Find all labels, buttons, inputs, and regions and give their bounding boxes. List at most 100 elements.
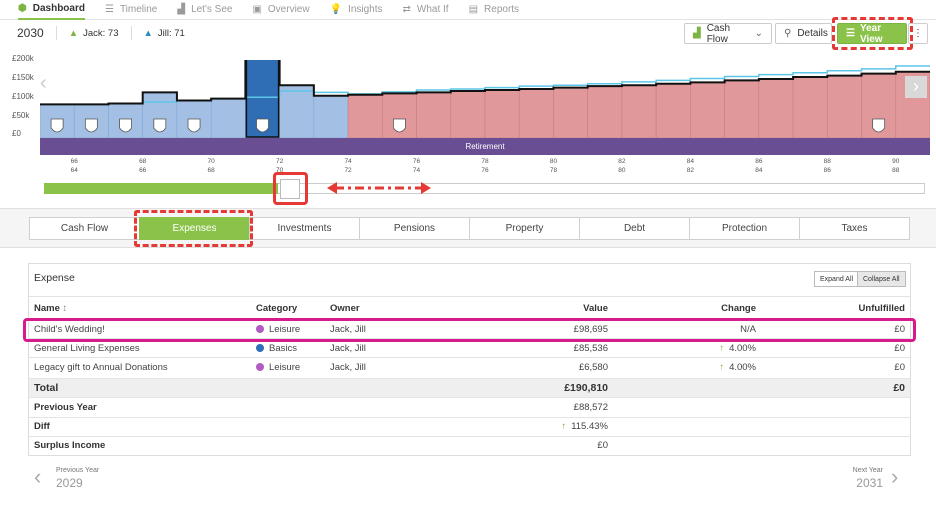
nav-item-reports[interactable]: ▤ Reports	[469, 0, 519, 20]
more-options-button[interactable]: ⋮	[908, 23, 928, 44]
col-name[interactable]: Name ↕	[34, 303, 67, 314]
tab-cash-flow[interactable]: Cash Flow	[29, 217, 140, 240]
row-change: ↑ 4.00%	[656, 362, 756, 373]
col-change: Change	[721, 303, 756, 314]
summary-value-text: £0	[597, 440, 608, 451]
row-name[interactable]: Legacy gift to Annual Donations	[34, 362, 168, 373]
nav-item-label: Dashboard	[32, 3, 85, 14]
shield-icon[interactable]	[119, 118, 132, 133]
y-tick: £50k	[12, 111, 30, 120]
search-icon: ⚲	[784, 28, 792, 39]
age-label-jack: 80	[549, 158, 558, 165]
chart-bar[interactable]	[758, 78, 794, 138]
age-label-jack: 88	[823, 158, 831, 165]
chart-bar[interactable]	[313, 95, 349, 138]
chart-bar[interactable]	[518, 88, 554, 138]
chart-bar[interactable]	[347, 94, 383, 138]
shield-icon[interactable]	[393, 118, 406, 133]
summary-value-text: 115.43%	[571, 421, 608, 432]
expand-all-button[interactable]: Expand All	[814, 271, 860, 287]
current-year: 2030	[17, 26, 44, 40]
row-category-label: Basics	[269, 343, 297, 354]
nav-item-let-s-see[interactable]: ▟ Let's See	[177, 0, 232, 20]
age-label-jack: 86	[755, 158, 763, 165]
chart-prev-arrow[interactable]: ‹	[40, 72, 47, 94]
row-category-label: Leisure	[269, 362, 301, 373]
age-label-jack: 66	[70, 158, 78, 165]
tab-property[interactable]: Property	[469, 217, 580, 240]
total-unfulfilled: £0	[893, 382, 905, 394]
year-view-button[interactable]: ☰ Year View	[837, 23, 907, 45]
tab-protection[interactable]: Protection	[689, 217, 800, 240]
chart-bar[interactable]	[621, 84, 657, 138]
nav-item-overview[interactable]: ▣ Overview	[252, 0, 309, 20]
chart-bar[interactable]	[484, 89, 520, 138]
age-label-jack: 84	[686, 158, 694, 165]
nav-item-dashboard[interactable]: ⬢ Dashboard	[18, 0, 85, 20]
person-jill-label: Jill: 71	[157, 27, 185, 39]
chevron-left-icon[interactable]: ‹	[34, 464, 42, 489]
chart-bar[interactable]	[210, 98, 246, 138]
shield-icon[interactable]	[153, 118, 167, 133]
chart-bar[interactable]	[724, 80, 760, 138]
nav-item-insights[interactable]: 💡 Insights	[330, 0, 383, 20]
chart-bar[interactable]	[553, 87, 588, 138]
next-year-label: Next Year	[852, 467, 883, 474]
cashflow-chart[interactable]	[40, 60, 930, 138]
chart-bar[interactable]	[827, 75, 862, 138]
chart-next-arrow[interactable]: ›	[905, 76, 927, 98]
row-change: ↑ 4.00%	[656, 343, 756, 354]
view-select[interactable]: ▟ Cash Flow ⌄	[684, 23, 772, 45]
age-label-jack: 78	[481, 158, 489, 165]
shield-icon[interactable]	[84, 118, 98, 133]
age-label-jill: 64	[70, 167, 78, 174]
shield-icon[interactable]	[256, 118, 269, 133]
shield-icon[interactable]	[187, 118, 201, 133]
chart-bar[interactable]	[690, 82, 725, 138]
chart-bar[interactable]	[587, 85, 623, 138]
chart-bar[interactable]	[792, 76, 828, 138]
next-year-button[interactable]: 2031	[856, 476, 883, 490]
prev-year-label: Previous Year	[56, 467, 100, 474]
nav-item-label: Overview	[267, 4, 310, 15]
total-value: £190,810	[564, 382, 608, 394]
tab-investments[interactable]: Investments	[249, 217, 360, 240]
chart-bar[interactable]	[450, 90, 486, 138]
header-bar: 2030 ▲ Jack: 73 ▲ Jill: 71	[0, 20, 936, 46]
top-nav: ⬢ Dashboard ☰ Timeline ▟ Let's See ▣ Overview 💡 I…	[0, 0, 936, 20]
chart-bar[interactable]	[416, 92, 452, 138]
row-owner: Jack, Jill	[330, 343, 366, 354]
row-name[interactable]: General Living Expenses	[34, 343, 140, 354]
tab-pensions[interactable]: Pensions	[359, 217, 470, 240]
tab-taxes[interactable]: Taxes	[799, 217, 910, 240]
shield-icon[interactable]	[872, 118, 886, 133]
category-dot-icon	[256, 325, 264, 333]
arrow-up-icon: ↑	[561, 421, 567, 432]
prev-year-button[interactable]: 2029	[56, 476, 83, 490]
person-jack-label: Jack: 73	[83, 27, 119, 39]
y-tick: £0	[12, 129, 21, 138]
person-icon: ▲	[68, 27, 79, 39]
chart-bar[interactable]	[655, 83, 691, 138]
row-unfulfilled: £0	[894, 362, 905, 373]
summary-label: Previous Year	[34, 402, 97, 413]
timeline-slider-fill	[44, 183, 278, 194]
nav-item-what-if[interactable]: ⇄ What If	[403, 0, 449, 20]
tab-debt[interactable]: Debt	[579, 217, 690, 240]
row-name[interactable]: Child's Wedding!	[34, 324, 105, 335]
age-label-jack: 90	[892, 158, 900, 165]
details-button[interactable]: ⚲ Details	[775, 23, 832, 44]
shield-icon[interactable]	[50, 118, 64, 133]
age-label-jack: 82	[618, 158, 626, 165]
nav-item-timeline[interactable]: ☰ Timeline	[105, 0, 157, 20]
lightbulb-icon: 💡	[329, 4, 343, 15]
person-jill: ▲ Jill: 71	[130, 26, 197, 40]
year-view-highlight	[832, 17, 913, 50]
timeline-slider-handle[interactable]	[280, 179, 300, 199]
collapse-all-button[interactable]: Collapse All	[857, 271, 906, 287]
chevron-right-icon[interactable]: ›	[891, 464, 899, 489]
row-owner: Jack, Jill	[330, 362, 366, 373]
arrow-up-icon: ↑	[719, 343, 725, 354]
age-label-jack: 68	[139, 158, 147, 165]
chart-bar[interactable]	[279, 84, 315, 138]
